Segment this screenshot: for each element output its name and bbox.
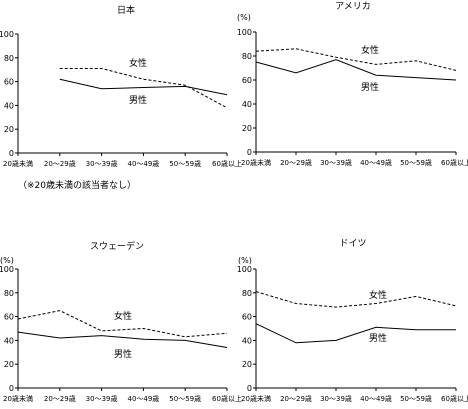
x-tick-label: 40～49歳 <box>127 394 159 403</box>
y-tick-label: 80 <box>4 54 14 63</box>
series-line-female <box>255 291 457 308</box>
x-tick-label: 30～39歳 <box>320 158 352 167</box>
series-line-male <box>59 78 228 96</box>
x-tick-label: 20歳未満 <box>3 159 33 168</box>
y-tick-label: 20 <box>242 124 252 133</box>
series-label: 男性 <box>369 332 387 344</box>
series-line-male <box>17 331 228 348</box>
series-label: 女性 <box>369 289 387 301</box>
y-tick-label: 60 <box>242 76 252 85</box>
x-tick-label: 20歳未満 <box>3 394 33 403</box>
x-tick-label: 30～39歳 <box>86 394 118 403</box>
chart-title: ドイツ <box>339 239 366 249</box>
series-line-female <box>255 48 457 71</box>
x-tick-label: 40～49歳 <box>360 394 392 403</box>
unit-label: (%) <box>237 13 251 22</box>
x-tick-label: 20～29歳 <box>44 159 76 168</box>
y-tick-label: 100 <box>0 265 14 274</box>
series-line-female <box>59 68 228 109</box>
y-tick-label: 40 <box>4 101 14 110</box>
chart-panel-3: スウェーデン (%) 0 20 40 60 80 100 20歳未満 20～29歳 30～39歳 40… <box>0 240 242 403</box>
y-tick-label: 80 <box>242 52 252 61</box>
series-label: 男性 <box>129 94 147 106</box>
y-tick-label: 80 <box>4 289 14 298</box>
series-label: 女性 <box>129 57 147 69</box>
x-tick-label: 60歳以上 <box>212 394 242 403</box>
series-line-male <box>255 59 457 81</box>
x-tick-label: 20～29歳 <box>280 394 312 403</box>
y-tick-label: 40 <box>4 336 14 345</box>
x-tick-label: 20～29歳 <box>44 394 76 403</box>
x-tick-label: 30～39歳 <box>86 159 118 168</box>
footnote: （※20歳未満の該当者なし） <box>18 181 136 191</box>
series-label: 男性 <box>114 348 132 360</box>
chart-panel-4: ドイツ (%) 0 20 40 60 80 100 20歳未満 20～29歳 30～39歳 40～49… <box>237 239 468 403</box>
y-tick-label: 100 <box>0 30 14 39</box>
y-tick-label: 0 <box>9 149 14 158</box>
chart-title: アメリカ <box>335 1 371 12</box>
x-tick-label: 20～29歳 <box>280 158 312 167</box>
x-tick-label: 50～59歳 <box>169 394 201 403</box>
y-tick-label: 80 <box>242 289 252 298</box>
y-tick-label: 100 <box>237 265 252 274</box>
y-tick-label: 0 <box>9 384 14 393</box>
y-tick-label: 60 <box>4 78 14 87</box>
chart-title: 日本 <box>117 4 135 16</box>
x-tick-label: 50～59歳 <box>400 394 432 403</box>
x-tick-label: 60歳以上 <box>441 158 468 167</box>
y-tick-label: 40 <box>242 336 252 345</box>
x-tick-label: 20歳未満 <box>241 158 271 167</box>
y-tick-label: 20 <box>242 360 252 369</box>
series-label: 女性 <box>361 44 379 56</box>
series-label: 男性 <box>361 81 379 93</box>
y-tick-label: 40 <box>242 100 252 109</box>
series-line-female <box>17 310 228 338</box>
x-tick-label: 50～59歳 <box>400 158 432 167</box>
x-tick-label: 30～39歳 <box>320 394 352 403</box>
chart-panel-2: アメリカ (%) 0 20 40 60 80 100 20歳未満 20～29歳 30～39歳 40～4… <box>237 1 468 167</box>
series-line-male <box>255 323 456 344</box>
y-tick-label: 0 <box>247 148 252 157</box>
series-label: 女性 <box>114 310 132 322</box>
y-tick-label: 60 <box>242 313 252 322</box>
chart-title: スウェーデン <box>90 240 144 252</box>
x-tick-label: 40～49歳 <box>127 159 159 168</box>
y-tick-label: 60 <box>4 313 14 322</box>
y-tick-label: 20 <box>4 125 14 134</box>
unit-label: (%) <box>0 256 14 265</box>
y-tick-label: 100 <box>237 28 252 37</box>
x-tick-label: 50～59歳 <box>169 159 201 168</box>
x-tick-label: 60歳以上 <box>441 394 468 403</box>
x-tick-label: 60歳以上 <box>212 159 242 168</box>
chart-panel-1: 日本 0 20 40 60 80 100 20歳未満 20～29歳 30～39歳 40～49歳 50～… <box>0 4 242 168</box>
x-tick-label: 40～49歳 <box>360 158 392 167</box>
unit-label: (%) <box>238 256 252 265</box>
x-tick-label: 20歳未満 <box>241 394 271 403</box>
y-tick-label: 20 <box>4 360 14 369</box>
y-tick-label: 0 <box>247 384 252 393</box>
